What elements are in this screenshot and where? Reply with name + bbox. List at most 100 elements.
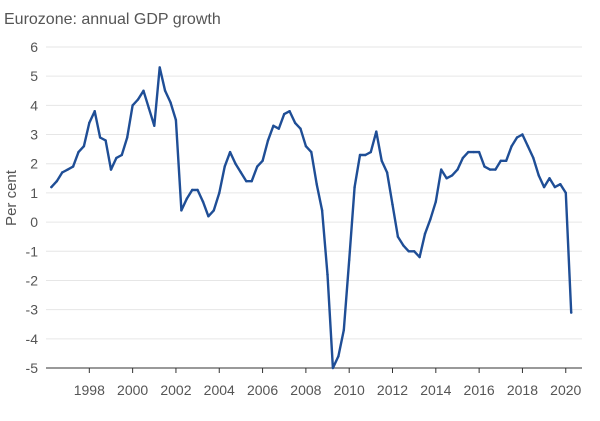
data-point — [266, 139, 270, 142]
data-point — [288, 110, 291, 113]
data-point — [407, 250, 410, 253]
x-tick-label: 1998 — [74, 382, 105, 398]
x-tick-label: 2006 — [247, 382, 278, 398]
y-tick-label: -2 — [26, 272, 39, 288]
data-point — [423, 232, 427, 235]
data-point — [109, 168, 113, 171]
data-point — [131, 104, 134, 107]
data-point — [440, 168, 443, 171]
data-point — [445, 177, 448, 180]
y-tick-label: 5 — [30, 68, 38, 84]
data-point — [104, 139, 107, 142]
data-point — [337, 355, 340, 358]
data-point — [467, 150, 470, 154]
data-point — [369, 150, 372, 154]
data-point — [510, 145, 513, 148]
data-point — [55, 180, 58, 183]
data-point — [115, 156, 118, 160]
gridlines — [46, 46, 582, 340]
data-point — [201, 200, 205, 203]
data-point — [207, 215, 210, 218]
data-point — [93, 110, 96, 113]
data-point — [564, 191, 567, 195]
y-tick-labels: 6 5 4 3 2 1 0 -1 -2 -3 -4 -5 — [26, 39, 39, 376]
data-point — [66, 168, 69, 171]
data-point — [169, 101, 172, 104]
x-tick-label: 2016 — [464, 382, 495, 398]
data-point — [196, 188, 199, 192]
data-point — [283, 112, 286, 116]
data-point — [461, 156, 465, 160]
data-point — [570, 311, 573, 314]
data-point — [228, 150, 232, 154]
data-point — [353, 185, 356, 189]
y-tick-label: 3 — [30, 127, 38, 143]
y-tick-label: 1 — [30, 185, 38, 201]
data-point — [174, 118, 178, 122]
data-point — [153, 124, 156, 128]
data-point — [223, 165, 226, 168]
data-point — [163, 89, 167, 93]
data-point — [158, 66, 161, 69]
data-point — [348, 258, 351, 262]
data-point — [261, 159, 264, 162]
data-point — [98, 136, 102, 139]
data-point — [402, 244, 405, 247]
data-point — [310, 150, 313, 154]
x-tick-label: 2008 — [290, 382, 321, 398]
data-point — [245, 180, 248, 183]
data-point — [342, 328, 345, 332]
data-point — [532, 156, 535, 160]
data-point — [293, 121, 297, 125]
y-tick-label: -1 — [26, 243, 39, 259]
data-point — [50, 185, 53, 189]
chart-title: Eurozone: annual GDP growth — [4, 11, 221, 28]
data-point — [277, 127, 280, 130]
data-point — [559, 183, 562, 186]
y-tick-label: -5 — [26, 360, 39, 376]
x-tick-label: 2018 — [507, 382, 538, 398]
gdp-growth-line — [50, 66, 573, 370]
data-point — [185, 197, 188, 200]
data-point — [304, 145, 308, 148]
data-point — [472, 150, 475, 154]
x-tick-label: 2012 — [377, 382, 408, 398]
data-point — [320, 209, 324, 212]
data-point — [218, 191, 221, 195]
data-point — [505, 159, 508, 162]
data-point — [515, 136, 519, 139]
data-point — [526, 145, 530, 148]
data-point — [375, 130, 378, 133]
data-point — [548, 177, 551, 180]
x-tick-label: 2004 — [204, 382, 235, 398]
data-point — [499, 159, 502, 162]
x-tick-label: 2014 — [420, 382, 451, 398]
y-axis-label: Per cent — [3, 169, 20, 226]
y-tick-label: 0 — [30, 214, 38, 230]
data-point — [250, 180, 253, 183]
x-tick-label: 2010 — [334, 382, 365, 398]
data-point — [191, 188, 194, 192]
data-point — [71, 165, 75, 168]
data-point — [537, 174, 540, 177]
data-point — [331, 366, 335, 370]
data-point — [88, 121, 91, 125]
y-tick-label: 2 — [30, 156, 38, 172]
data-point — [212, 209, 215, 212]
data-point — [418, 255, 421, 259]
data-point — [521, 133, 524, 136]
data-point — [553, 185, 557, 189]
data-point — [434, 200, 437, 203]
data-point — [413, 250, 416, 253]
data-point — [234, 162, 237, 165]
data-point — [239, 171, 243, 174]
data-point — [299, 127, 302, 130]
data-point — [494, 168, 497, 171]
data-point — [126, 136, 129, 139]
data-point — [61, 171, 64, 174]
data-point — [82, 145, 86, 148]
data-point — [180, 209, 183, 212]
data-point — [272, 124, 275, 128]
data-point — [483, 165, 486, 168]
